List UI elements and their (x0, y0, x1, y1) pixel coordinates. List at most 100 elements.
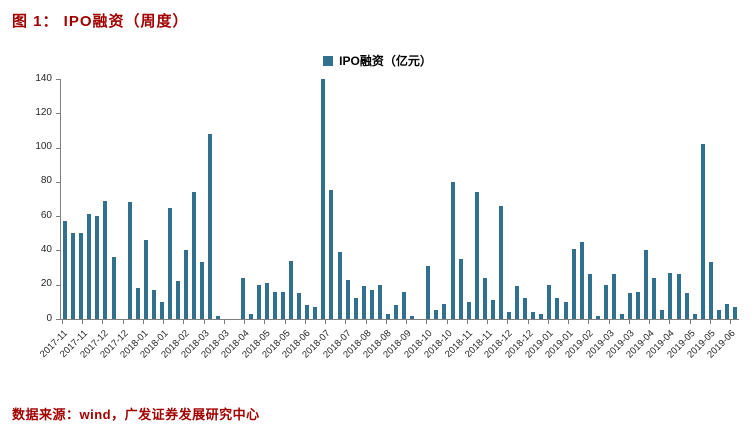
bar (176, 281, 180, 319)
x-axis-tick (325, 320, 327, 324)
bar (63, 221, 67, 319)
x-axis-tick (223, 320, 225, 324)
x-axis-tick (385, 320, 387, 324)
bar (716, 310, 721, 319)
bar (474, 192, 479, 319)
bar (668, 272, 673, 319)
bar (151, 289, 156, 319)
x-axis-tick (122, 320, 124, 324)
x-axis-tick (608, 320, 610, 324)
bar (361, 286, 366, 319)
x-axis-tick (102, 320, 104, 324)
bar (531, 312, 536, 319)
bar (676, 274, 681, 319)
x-axis-tick (82, 320, 84, 324)
bar (490, 300, 495, 319)
x-axis-tick (527, 320, 529, 324)
data-source: 数据来源：wind，广发证券发展研究中心 (12, 407, 260, 422)
x-axis-tick (142, 320, 144, 324)
bar (248, 313, 253, 319)
x-axis-tick (163, 320, 165, 324)
bar (127, 202, 132, 319)
bar (660, 310, 665, 319)
bar (458, 259, 463, 319)
bar (450, 181, 455, 319)
bar (507, 312, 511, 319)
bar (434, 310, 439, 319)
bar (563, 301, 568, 319)
bar (337, 252, 342, 319)
x-axis-tick (568, 320, 570, 324)
bar (264, 283, 269, 319)
x-axis-tick (709, 320, 711, 324)
bar (555, 298, 560, 319)
bar (539, 313, 544, 319)
bar (297, 293, 302, 319)
x-axis-tick (588, 320, 590, 324)
bar (200, 262, 205, 319)
y-axis-tick (56, 147, 60, 149)
bar (402, 291, 406, 319)
x-axis-tick (730, 320, 731, 324)
bar (636, 291, 641, 319)
bar (595, 315, 600, 319)
bar (708, 262, 713, 319)
bar (644, 250, 649, 319)
y-axis-tick-label: 60 (40, 209, 52, 221)
x-axis-tick (669, 320, 671, 324)
bar (345, 279, 350, 319)
bar (289, 260, 293, 319)
bar (369, 289, 374, 319)
bar (321, 79, 326, 319)
x-axis-tick (345, 320, 347, 324)
y-axis-tick-label: 80 (40, 175, 52, 187)
bar (216, 315, 221, 319)
bar (515, 286, 519, 319)
x-axis-tick (466, 320, 468, 324)
bar (103, 200, 108, 319)
x-axis-tick (183, 320, 185, 324)
y-axis-tick-label: 0 (46, 312, 52, 324)
bar (240, 277, 245, 319)
bar (603, 284, 608, 319)
bar (733, 307, 737, 319)
x-axis-tick (547, 320, 549, 324)
bar (135, 288, 140, 319)
bar (272, 291, 277, 319)
bar (329, 190, 334, 319)
bar (208, 133, 213, 319)
bar (87, 214, 92, 319)
bar (305, 305, 310, 319)
bar (426, 265, 431, 319)
bar (111, 257, 116, 319)
legend-label: IPO融资（亿元） (339, 54, 432, 68)
x-axis-tick (628, 320, 630, 324)
bar (71, 233, 76, 319)
y-axis-tick-label: 140 (35, 72, 52, 84)
y-axis-tick (56, 113, 60, 115)
x-axis-labels: 2017-11 2017-11 2017-12 2017-12 2018-01 2018-… (38, 326, 738, 386)
y-axis-tick (56, 319, 60, 320)
y-axis-tick (56, 79, 60, 80)
bar (498, 205, 503, 319)
bar (256, 284, 261, 319)
bar (523, 298, 528, 319)
bar (547, 284, 552, 319)
bar (184, 250, 189, 319)
bar (143, 240, 148, 319)
plot-area (60, 79, 739, 320)
x-axis-tick (487, 320, 489, 324)
bar (700, 144, 705, 319)
y-axis-tick-label: 100 (35, 141, 52, 153)
bar (313, 307, 318, 319)
legend-swatch (323, 55, 334, 66)
y-axis-tick-label: 40 (40, 243, 52, 255)
bar (652, 277, 657, 319)
x-axis-tick (304, 320, 306, 324)
bar-chart: IPO融资（亿元） 2017-11 2017-11 2017-12 2017-12 20… (0, 44, 755, 389)
x-axis-tick (264, 320, 266, 324)
bar (281, 291, 285, 319)
x-axis-tick (507, 320, 509, 324)
bar (159, 301, 164, 319)
bar (587, 274, 592, 319)
